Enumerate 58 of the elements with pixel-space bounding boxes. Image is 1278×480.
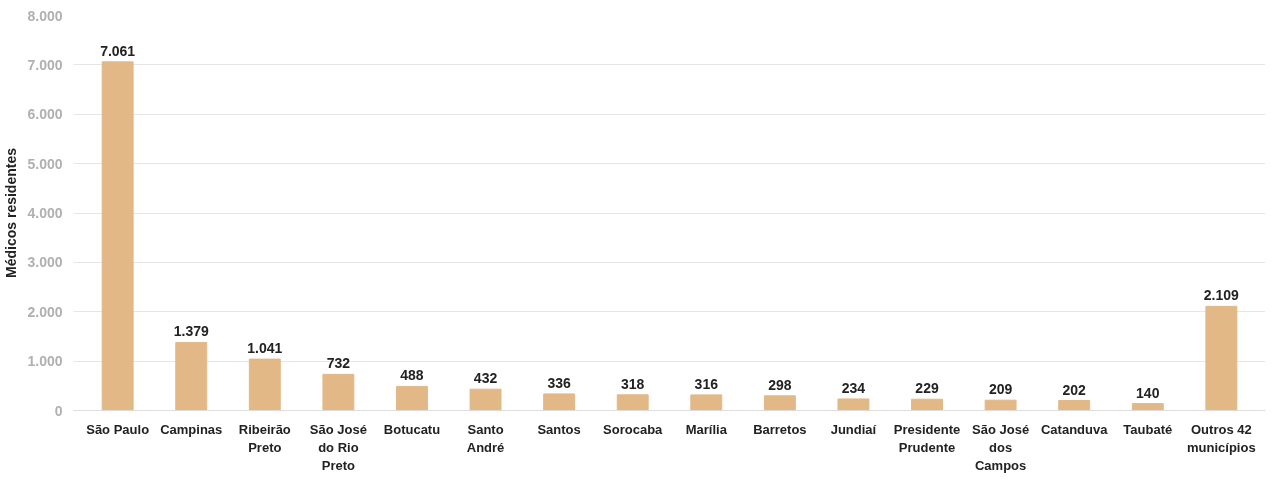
data-label: 7.061 xyxy=(100,42,136,59)
bar xyxy=(690,394,723,411)
data-label: 2.109 xyxy=(1203,287,1240,304)
data-label: 488 xyxy=(400,367,424,384)
x-tick-label: Botucatu xyxy=(383,421,441,437)
data-label: 298 xyxy=(768,376,792,393)
y-tick-label: 2.000 xyxy=(27,303,63,320)
data-label: 234 xyxy=(841,379,866,396)
bar xyxy=(1131,403,1164,411)
data-label: 209 xyxy=(988,381,1013,398)
y-tick-label: 7.000 xyxy=(27,56,63,73)
bar xyxy=(763,395,796,411)
x-tick-label: Outros 42 municípios xyxy=(1187,421,1256,455)
x-tick-label: Ribeirão Preto xyxy=(238,421,291,455)
y-tick-label: 4.000 xyxy=(27,205,63,221)
x-tick-label: Catanduva xyxy=(1040,421,1109,437)
bar xyxy=(1205,305,1238,411)
bar xyxy=(175,341,208,411)
data-label: 1.041 xyxy=(247,340,283,357)
data-label: 316 xyxy=(694,375,719,392)
bar xyxy=(322,373,355,411)
bar xyxy=(248,358,281,411)
bar xyxy=(837,398,870,411)
y-axis-title: Médicos residentes xyxy=(3,147,20,278)
x-tick-label: Campinas xyxy=(160,421,223,437)
y-tick-label: 1.000 xyxy=(27,353,63,370)
y-tick-label: 3.000 xyxy=(27,254,63,271)
x-tick-label: Santos xyxy=(537,421,581,437)
x-tick-label: Barretos xyxy=(753,421,807,437)
bar xyxy=(396,385,428,411)
bar xyxy=(911,398,943,411)
data-label: 432 xyxy=(473,370,498,387)
x-tick-label: Sorocaba xyxy=(603,421,664,437)
bar xyxy=(543,393,576,411)
x-tick-label: Marília xyxy=(685,421,728,437)
bar xyxy=(616,394,649,411)
x-tick-label: São José dos Campos xyxy=(972,421,1030,473)
x-tick-label: Santo André xyxy=(466,421,505,455)
bar xyxy=(984,399,1017,411)
y-tick-label: 5.000 xyxy=(27,155,63,172)
data-label: 732 xyxy=(326,355,351,372)
bar xyxy=(1058,400,1091,411)
y-tick-label: 0 xyxy=(54,402,63,419)
x-tick-label: Presidente Prudente xyxy=(893,421,961,455)
data-label: 229 xyxy=(915,380,939,397)
data-label: 1.379 xyxy=(173,323,209,340)
data-label: 336 xyxy=(547,374,572,391)
x-tick-label: São José do Rio Preto xyxy=(309,421,367,473)
bar xyxy=(101,61,134,411)
bar xyxy=(469,388,502,411)
x-tick-label: Taubaté xyxy=(1123,421,1173,437)
data-label: 202 xyxy=(1062,381,1087,398)
x-tick-label: São Paulo xyxy=(86,421,150,437)
y-tick-label: 8.000 xyxy=(27,7,63,24)
data-label: 140 xyxy=(1136,384,1160,401)
x-tick-label: Jundiaí xyxy=(830,421,877,437)
y-tick-label: 6.000 xyxy=(27,106,63,123)
data-label: 318 xyxy=(621,375,645,392)
